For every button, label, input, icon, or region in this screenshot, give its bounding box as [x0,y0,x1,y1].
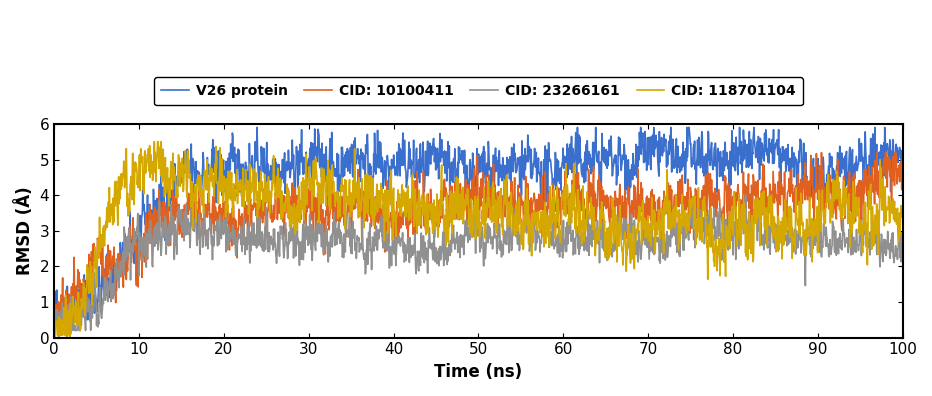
V26 protein [252,125,263,130]
V26 protein [873,163,884,168]
CID: 23266161: (81.5, 4.01): 23266161: (81.5, 4.01) [740,192,751,197]
V26 protein [718,178,729,183]
CID: 10100411: (48.7, 3.16): 10100411: (48.7, 3.16) [461,223,473,228]
CID: 118701104: (78.8, 3.47): 118701104: (78.8, 3.47) [718,211,729,216]
V26 protein [92,299,103,304]
CID: 23266161: (97.2, 3.38): 23266161: (97.2, 3.38) [873,215,884,219]
V26 protein [53,318,64,322]
Legend: V26 protein, CID: 10100411, CID: 23266161, CID: 118701104: V26 protein, CID: 10100411, CID: 2326616… [154,77,802,105]
V26 protein [897,169,908,173]
X-axis label: Time (ns): Time (ns) [434,363,523,381]
CID: 10100411: (97, 5.2): 10100411: (97, 5.2) [871,150,883,155]
CID: 10100411: (97.2, 3.95): 10100411: (97.2, 3.95) [873,195,884,200]
CID: 23266161: (100, 2.81): 23266161: (100, 2.81) [897,235,908,240]
CID: 23266161: (0.05, 0.2): 23266161: (0.05, 0.2) [49,328,61,333]
CID: 10100411: (0, 0.55): 10100411: (0, 0.55) [48,316,60,320]
CID: 118701104: (97.2, 3.29): 118701104: (97.2, 3.29) [873,218,884,223]
CID: 118701104: (100, 3.62): 118701104: (100, 3.62) [897,206,908,211]
CID: 118701104: (46.1, 3.43): 118701104: (46.1, 3.43) [440,213,451,218]
Line: CID: 23266161: CID: 23266161 [54,195,902,330]
CID: 23266161: (46, 3.06): 23266161: (46, 3.06) [439,226,450,231]
V26 protein [48,302,60,307]
V26 protein [462,176,473,181]
CID: 10100411: (5.15, 2.73): 10100411: (5.15, 2.73) [92,238,103,243]
CID: 10100411: (0.3, 0.3): 10100411: (0.3, 0.3) [51,325,62,329]
CID: 10100411: (46, 4.45): 10100411: (46, 4.45) [439,177,450,182]
CID: 23266161: (0, 0.233): 23266161: (0, 0.233) [48,327,60,332]
CID: 118701104: (0.05, 0): 118701104: (0.05, 0) [49,335,61,340]
CID: 10100411: (100, 4.15): 10100411: (100, 4.15) [897,188,908,192]
Line: CID: 118701104: CID: 118701104 [54,142,902,337]
CID: 118701104: (48.7, 4.18): 118701104: (48.7, 4.18) [462,187,473,191]
Line: CID: 10100411: CID: 10100411 [54,152,902,327]
CID: 118701104: (97.1, 2.35): 118701104: (97.1, 2.35) [872,251,884,256]
CID: 23266161: (97.1, 3.5): 23266161: (97.1, 3.5) [872,211,884,215]
CID: 23266161: (5.15, 0.3): 23266161: (5.15, 0.3) [92,324,103,329]
Y-axis label: RMSD (Å): RMSD (Å) [15,187,34,275]
CID: 23266161: (48.7, 3.29): 23266161: (48.7, 3.29) [461,218,473,223]
V26 protein [440,171,451,175]
CID: 118701104: (5.15, 2.74): 118701104: (5.15, 2.74) [92,238,103,242]
CID: 10100411: (78.8, 2.85): 10100411: (78.8, 2.85) [717,234,728,238]
Line: V26 protein: V26 protein [54,128,902,320]
CID: 118701104: (0, 0.639): 118701104: (0, 0.639) [48,312,60,317]
V26 protein [872,154,884,159]
CID: 10100411: (97.1, 4.36): 10100411: (97.1, 4.36) [872,180,884,185]
CID: 23266161: (78.8, 2.68): 23266161: (78.8, 2.68) [717,240,728,245]
CID: 118701104: (11.8, 5.5): 118701104: (11.8, 5.5) [149,139,160,144]
